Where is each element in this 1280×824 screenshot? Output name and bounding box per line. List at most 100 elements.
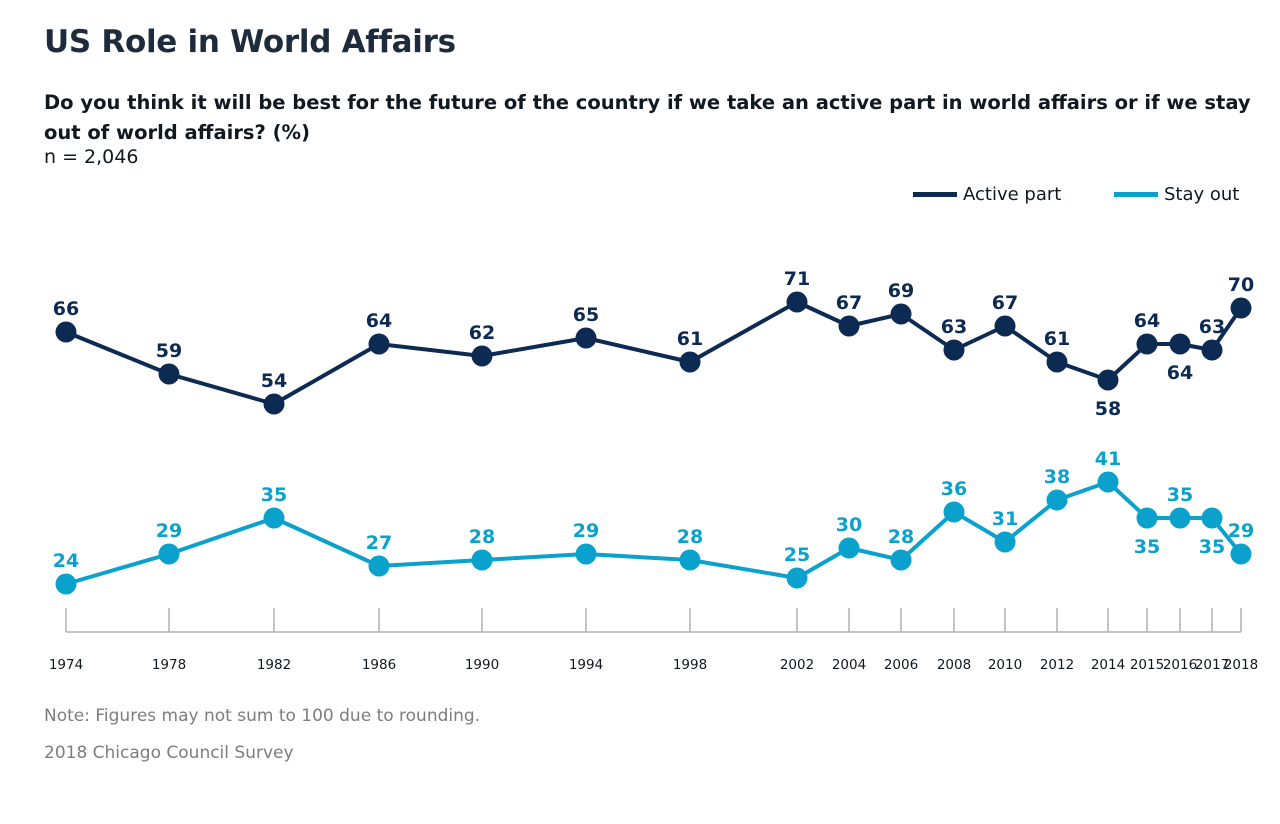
data-label-active-part-2012: 61 <box>1044 328 1070 350</box>
data-label-active-part-1974: 66 <box>53 298 79 320</box>
x-tick-label-1994: 1994 <box>569 657 603 673</box>
data-label-active-part-2017: 63 <box>1199 316 1225 338</box>
data-point-active-part-1978 <box>158 363 180 385</box>
data-point-stay-out-2016 <box>1169 507 1191 529</box>
data-point-stay-out-2017 <box>1201 507 1223 529</box>
chart-title: US Role in World Affairs <box>44 24 456 60</box>
data-point-active-part-2014 <box>1097 369 1119 391</box>
data-label-active-part-2015: 64 <box>1134 310 1160 332</box>
x-tick-label-2008: 2008 <box>937 657 971 673</box>
data-label-stay-out-2006: 28 <box>888 526 914 548</box>
data-label-stay-out-1998: 28 <box>677 526 703 548</box>
data-point-stay-out-2018 <box>1230 543 1252 565</box>
data-label-stay-out-2008: 36 <box>941 478 967 500</box>
series-line-active-part <box>65 300 1243 406</box>
x-tick-label-2018: 2018 <box>1224 657 1258 673</box>
x-tick-label-2012: 2012 <box>1040 657 1074 673</box>
data-point-stay-out-1990 <box>471 549 493 571</box>
legend-swatch-stay-out <box>1114 192 1158 197</box>
legend-label-active-part: Active part <box>963 184 1062 205</box>
legend-swatch-active-part <box>913 192 957 197</box>
data-label-stay-out-2004: 30 <box>836 514 862 536</box>
x-tick-label-2004: 2004 <box>832 657 866 673</box>
data-point-stay-out-1994 <box>575 543 597 565</box>
data-label-active-part-2016: 64 <box>1167 362 1193 384</box>
x-tick-label-1998: 1998 <box>673 657 707 673</box>
data-label-stay-out-2002: 25 <box>784 544 810 566</box>
data-point-stay-out-1998 <box>679 549 701 571</box>
data-label-stay-out-1974: 24 <box>53 550 79 572</box>
legend-item-stay-out: Stay out <box>1114 184 1239 205</box>
data-label-active-part-2010: 67 <box>992 292 1018 314</box>
data-point-active-part-1990 <box>471 345 493 367</box>
sample-size: n = 2,046 <box>44 146 139 168</box>
data-label-active-part-1994: 65 <box>573 304 599 326</box>
x-tick-label-2017: 2017 <box>1195 657 1229 673</box>
data-point-active-part-2018 <box>1230 297 1252 319</box>
data-label-active-part-1982: 54 <box>261 370 287 392</box>
data-label-stay-out-2015: 35 <box>1134 536 1160 558</box>
data-label-stay-out-1982: 35 <box>261 484 287 506</box>
data-label-active-part-2014: 58 <box>1095 398 1121 420</box>
data-point-active-part-2006 <box>890 303 912 325</box>
data-point-stay-out-2014 <box>1097 471 1119 493</box>
data-point-active-part-1994 <box>575 327 597 349</box>
data-label-stay-out-2018: 29 <box>1228 520 1254 542</box>
data-label-stay-out-2012: 38 <box>1044 466 1070 488</box>
data-point-active-part-2015 <box>1136 333 1158 355</box>
source-credit: 2018 Chicago Council Survey <box>44 743 294 763</box>
footnote: Note: Figures may not sum to 100 due to … <box>44 706 481 726</box>
data-point-stay-out-2008 <box>943 501 965 523</box>
data-label-stay-out-2014: 41 <box>1095 448 1121 470</box>
x-tick-label-1986: 1986 <box>362 657 396 673</box>
chart-subtitle: Do you think it will be best for the fut… <box>44 91 1251 144</box>
data-point-stay-out-1974 <box>55 573 77 595</box>
legend: Active part Stay out <box>0 184 1280 214</box>
legend-label-stay-out: Stay out <box>1164 184 1240 205</box>
data-label-stay-out-2010: 31 <box>992 508 1018 530</box>
data-point-stay-out-2012 <box>1046 489 1068 511</box>
data-label-active-part-2006: 69 <box>888 280 914 302</box>
data-point-active-part-2017 <box>1201 339 1223 361</box>
data-point-stay-out-2002 <box>786 567 808 589</box>
x-tick-label-1974: 1974 <box>49 657 83 673</box>
legend-item-active-part: Active part <box>913 184 1061 205</box>
data-label-active-part-2002: 71 <box>784 268 810 290</box>
data-point-active-part-1998 <box>679 351 701 373</box>
data-point-active-part-2012 <box>1046 351 1068 373</box>
data-point-stay-out-2006 <box>890 549 912 571</box>
data-label-stay-out-2017: 35 <box>1199 536 1225 558</box>
data-point-stay-out-1978 <box>158 543 180 565</box>
data-point-stay-out-2010 <box>994 531 1016 553</box>
data-point-active-part-2008 <box>943 339 965 361</box>
data-label-active-part-2008: 63 <box>941 316 967 338</box>
data-label-active-part-1990: 62 <box>469 322 495 344</box>
data-label-stay-out-1994: 29 <box>573 520 599 542</box>
x-tick-label-2015: 2015 <box>1130 657 1164 673</box>
x-tick-label-2014: 2014 <box>1091 657 1125 673</box>
data-point-active-part-1982 <box>263 393 285 415</box>
x-tick-label-2006: 2006 <box>884 657 918 673</box>
x-tick-label-1982: 1982 <box>257 657 291 673</box>
data-label-active-part-2018: 70 <box>1228 274 1254 296</box>
data-label-stay-out-1990: 28 <box>469 526 495 548</box>
data-point-active-part-2002 <box>786 291 808 313</box>
data-point-stay-out-2015 <box>1136 507 1158 529</box>
data-point-active-part-2016 <box>1169 333 1191 355</box>
data-label-stay-out-2016: 35 <box>1167 484 1193 506</box>
data-point-stay-out-1982 <box>263 507 285 529</box>
x-tick-label-1990: 1990 <box>465 657 499 673</box>
x-tick-label-2010: 2010 <box>988 657 1022 673</box>
x-tick-label-1978: 1978 <box>152 657 186 673</box>
x-tick-label-2002: 2002 <box>780 657 814 673</box>
data-point-active-part-1986 <box>368 333 390 355</box>
data-point-active-part-2010 <box>994 315 1016 337</box>
data-label-stay-out-1986: 27 <box>366 532 392 554</box>
data-point-stay-out-2004 <box>838 537 860 559</box>
data-label-active-part-1998: 61 <box>677 328 703 350</box>
line-chart: 1974 1978 1982 1986 1990 1994 1998 2002 2004 2006… <box>49 268 1258 673</box>
data-point-active-part-1974 <box>55 321 77 343</box>
data-point-stay-out-1986 <box>368 555 390 577</box>
data-label-active-part-1978: 59 <box>156 340 182 362</box>
x-tick-label-2016: 2016 <box>1163 657 1197 673</box>
